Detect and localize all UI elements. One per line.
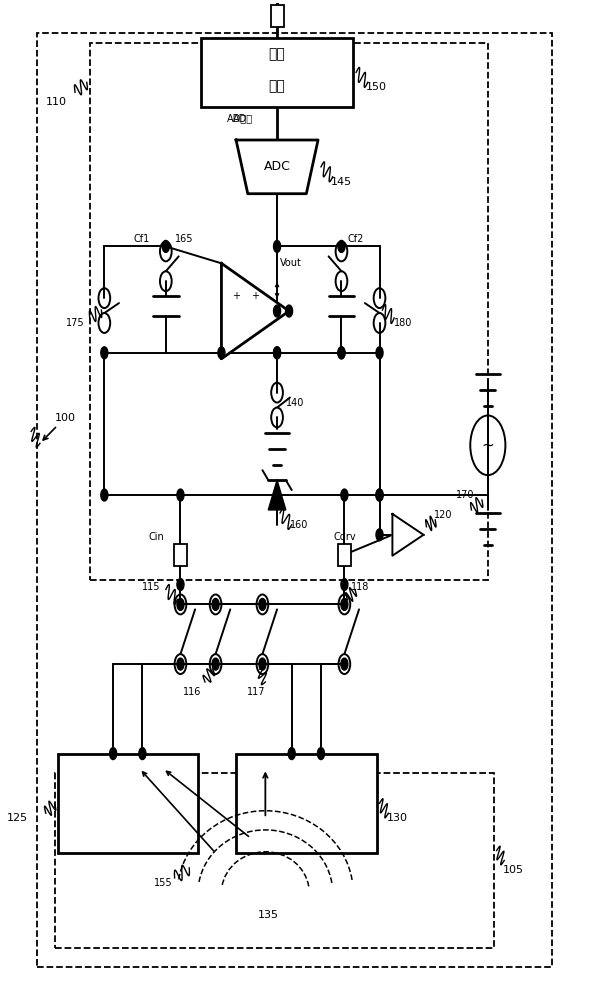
Circle shape: [274, 489, 281, 501]
Text: 105: 105: [502, 865, 523, 875]
Text: +: +: [251, 291, 259, 301]
Circle shape: [177, 658, 184, 670]
Circle shape: [341, 579, 348, 590]
Text: Cf1: Cf1: [134, 234, 150, 244]
Bar: [37, 33, 552, 967]
Circle shape: [212, 598, 219, 610]
Text: 120: 120: [434, 510, 452, 520]
Circle shape: [338, 240, 345, 252]
Text: 115: 115: [142, 582, 161, 592]
Text: ADC: ADC: [263, 160, 290, 173]
Circle shape: [177, 489, 184, 501]
Circle shape: [376, 489, 383, 501]
Text: 110: 110: [46, 97, 67, 107]
Polygon shape: [236, 140, 318, 194]
Text: 118: 118: [352, 582, 370, 592]
Text: 150: 150: [366, 82, 387, 92]
Text: 117: 117: [247, 687, 266, 697]
Text: 175: 175: [66, 318, 85, 328]
Bar: [90, 43, 488, 580]
Circle shape: [101, 347, 108, 359]
Circle shape: [259, 658, 266, 670]
Text: 逻辑: 逻辑: [269, 47, 285, 61]
Text: 135: 135: [258, 910, 279, 920]
Circle shape: [110, 748, 117, 760]
Circle shape: [376, 347, 383, 359]
Circle shape: [288, 748, 295, 760]
Text: Cin: Cin: [148, 532, 164, 542]
Text: 160: 160: [290, 520, 308, 530]
Text: 116: 116: [183, 687, 201, 697]
Text: 140: 140: [286, 398, 304, 408]
Text: Cf2: Cf2: [347, 234, 364, 244]
Circle shape: [274, 305, 281, 317]
Circle shape: [338, 347, 345, 359]
Text: Vout: Vout: [280, 258, 302, 268]
Text: 170: 170: [455, 490, 474, 500]
Circle shape: [259, 598, 266, 610]
Circle shape: [139, 748, 146, 760]
Circle shape: [177, 579, 184, 590]
Circle shape: [285, 305, 293, 317]
Text: Cdrv: Cdrv: [334, 532, 356, 542]
Circle shape: [212, 658, 219, 670]
Circle shape: [318, 748, 324, 760]
Circle shape: [274, 240, 281, 252]
Text: 155: 155: [154, 878, 173, 888]
Bar: [57, 754, 198, 853]
Circle shape: [162, 240, 169, 252]
Circle shape: [177, 598, 184, 610]
Text: 100: 100: [55, 413, 76, 423]
Bar: [236, 754, 377, 853]
Circle shape: [218, 347, 225, 359]
Bar: [271, 5, 284, 27]
Circle shape: [341, 598, 348, 610]
Circle shape: [338, 347, 345, 359]
Bar: [338, 544, 351, 566]
Circle shape: [274, 347, 281, 359]
Text: 180: 180: [394, 318, 412, 328]
Bar: [201, 38, 353, 107]
Text: 145: 145: [331, 177, 352, 187]
Text: AD值: AD值: [227, 114, 247, 124]
Circle shape: [341, 489, 348, 501]
Text: 125: 125: [7, 813, 28, 823]
Polygon shape: [268, 480, 286, 510]
Polygon shape: [222, 263, 289, 359]
Circle shape: [341, 658, 348, 670]
Circle shape: [101, 489, 108, 501]
Text: AD值: AD值: [233, 114, 253, 124]
Polygon shape: [392, 514, 424, 556]
Text: 165: 165: [175, 234, 193, 244]
Text: 电路: 电路: [269, 79, 285, 93]
Text: 130: 130: [387, 813, 408, 823]
Circle shape: [376, 529, 383, 541]
Text: +: +: [232, 291, 240, 301]
Circle shape: [376, 489, 383, 501]
Bar: [174, 544, 187, 566]
Circle shape: [274, 347, 281, 359]
Text: ~: ~: [482, 438, 494, 453]
Bar: [55, 773, 493, 948]
